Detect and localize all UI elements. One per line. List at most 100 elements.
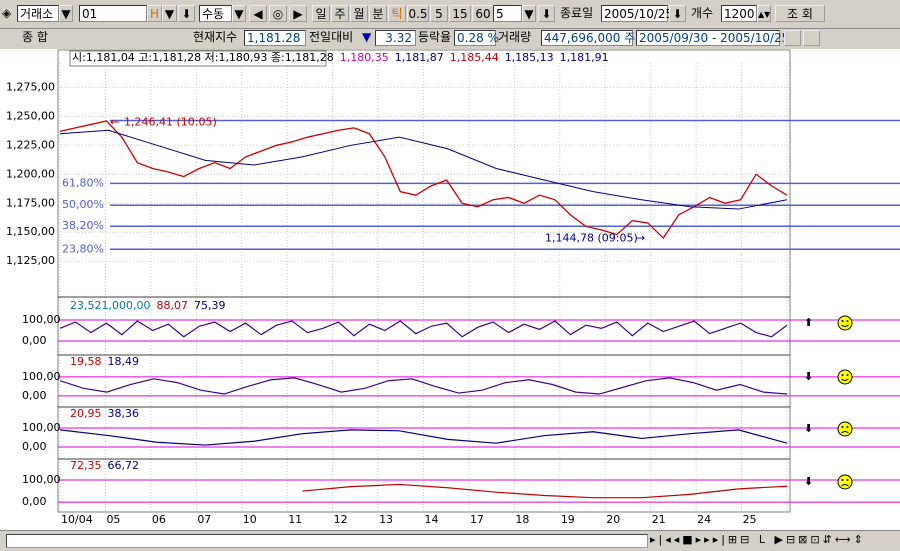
end-label: 종료일 (560, 6, 594, 20)
legend-value: 1,181,91 (560, 51, 609, 64)
code-input[interactable]: 01 (79, 5, 147, 22)
eye (846, 426, 849, 428)
dropdown[interactable]: ▼ (59, 5, 73, 22)
y-tick-label: 0,00 (22, 495, 47, 508)
period-button[interactable]: 5 (430, 5, 448, 22)
x-tick-label: 21 (652, 513, 666, 526)
down-button[interactable]: ⬇ (669, 5, 686, 22)
x-tick-label: 18 (515, 513, 529, 526)
fib-label: 50,00% (62, 198, 104, 211)
period-button[interactable]: 틱 (388, 5, 406, 22)
dropdown[interactable]: ▼ (522, 5, 536, 22)
index: 1,181.28 (244, 30, 306, 46)
indicator-line (59, 429, 788, 446)
indicator-line (59, 320, 788, 338)
period-button[interactable]: 15 (449, 5, 471, 22)
x-tick-label: 10 (243, 513, 257, 526)
button[interactable] (784, 30, 801, 46)
period-button[interactable]: 월 (350, 5, 368, 22)
low-annotation: 1,144,78 (09:05) (545, 231, 638, 244)
x-tick-label: 19 (561, 513, 575, 526)
legend-value: 18,49 (108, 355, 140, 368)
x-tick-label: 13 (379, 513, 393, 526)
down-button[interactable]: ⬇ (178, 5, 195, 22)
high-annotation: 1,246,41 (10:05) (124, 115, 217, 128)
scroll-track[interactable] (6, 534, 648, 548)
legend-value: 75,39 (194, 299, 226, 312)
count-label: 개수 (691, 6, 714, 20)
legend-value: 20,95 (70, 407, 102, 420)
count-input[interactable]: 1200 (721, 5, 757, 22)
nav-buttons[interactable]: ▸|◂◂■▸▸▸|⊞⊟ L ▶⊟⊠⊡⇵⟷⇕ (650, 533, 866, 546)
signal-arrow: ⬇ (804, 370, 813, 383)
y-tick-label: 100,00 (22, 473, 61, 486)
end-date[interactable]: 2005/10/25 (601, 5, 673, 22)
signal-arrow: ⬇ (804, 422, 813, 435)
mouth (841, 324, 849, 327)
dropdown[interactable]: ▼ (162, 5, 177, 22)
low-arrow: → (636, 231, 645, 244)
period-button[interactable]: 60 (472, 5, 494, 22)
y-tick-label: 1,150,00 (6, 225, 55, 238)
x-tick-label: 20 (606, 513, 620, 526)
legend-value: 66,72 (108, 459, 140, 472)
prev-button[interactable]: ◀ (249, 5, 267, 22)
y-tick-label: 100,00 (22, 421, 61, 434)
x-tick-label: 06 (152, 513, 166, 526)
y-tick-label: 1,275,00 (6, 80, 55, 93)
volume: 447,696,000 주 (541, 30, 635, 46)
legend-value: 1,181,87 (395, 51, 444, 64)
scroll-bar: ▸|◂◂■▸▸▸|⊞⊟ L ▶⊟⊠⊡⇵⟷⇕ (0, 530, 900, 551)
x-tick-label: 10/04 (61, 513, 93, 526)
eye (841, 320, 844, 322)
period-button[interactable]: 0.5 (407, 5, 429, 22)
next-button[interactable]: ▶ (289, 5, 307, 22)
mouth (841, 378, 849, 381)
mood-face (837, 474, 853, 490)
eye (846, 374, 849, 376)
x-tick-label: 12 (334, 513, 348, 526)
mode-select[interactable]: 수동 (199, 5, 232, 22)
query-button[interactable]: 조 회 (775, 5, 825, 22)
change: 3.32 (375, 30, 416, 46)
center-button[interactable]: ◎ (269, 5, 287, 22)
eye (841, 374, 844, 376)
y-tick-label: 1,125,00 (6, 254, 55, 267)
period-button[interactable]: 주 (331, 5, 349, 22)
fib-label: 38,20% (62, 219, 104, 232)
price-line (59, 120, 788, 240)
high-arrow: ← (110, 115, 119, 128)
rate-label: 등락율 (418, 30, 452, 44)
button[interactable] (803, 30, 820, 46)
eye (841, 479, 844, 481)
date-range: 2005/09/30 - 2005/10/25 (636, 30, 789, 46)
period-button[interactable]: 분 (369, 5, 387, 22)
down-button[interactable]: ⬇ (538, 5, 555, 22)
fib-label: 61,80% (62, 176, 104, 189)
mouth (841, 431, 849, 434)
volume-label: 거래량 (498, 30, 532, 44)
indicator-line (59, 377, 788, 395)
y-tick-label: 1,175,00 (6, 196, 55, 209)
period-button[interactable]: 일 (312, 5, 330, 22)
interval-select[interactable]: 5 (493, 5, 522, 22)
legend-value: 1,185,44 (450, 51, 499, 64)
eye (846, 479, 849, 481)
x-tick-label: 25 (743, 513, 757, 526)
legend-value: 1,180,35 (340, 51, 389, 64)
x-tick-label: 11 (288, 513, 302, 526)
dropdown[interactable]: ▼ (232, 5, 246, 22)
legend-value: 1,185,13 (505, 51, 554, 64)
down-arrow: ▼ (362, 30, 372, 44)
index-label: 현재지수 (193, 30, 238, 44)
legend-box (69, 50, 327, 67)
mood-face (837, 421, 853, 437)
market-select[interactable]: 거래소 (17, 5, 59, 22)
mood-face (837, 369, 853, 385)
rate: 0.28 % (454, 30, 499, 46)
h-button[interactable]: H (147, 5, 162, 22)
spinner[interactable]: ▲▼ (757, 5, 771, 22)
name: 종 합 (22, 30, 48, 44)
x-tick-label: 17 (470, 513, 484, 526)
